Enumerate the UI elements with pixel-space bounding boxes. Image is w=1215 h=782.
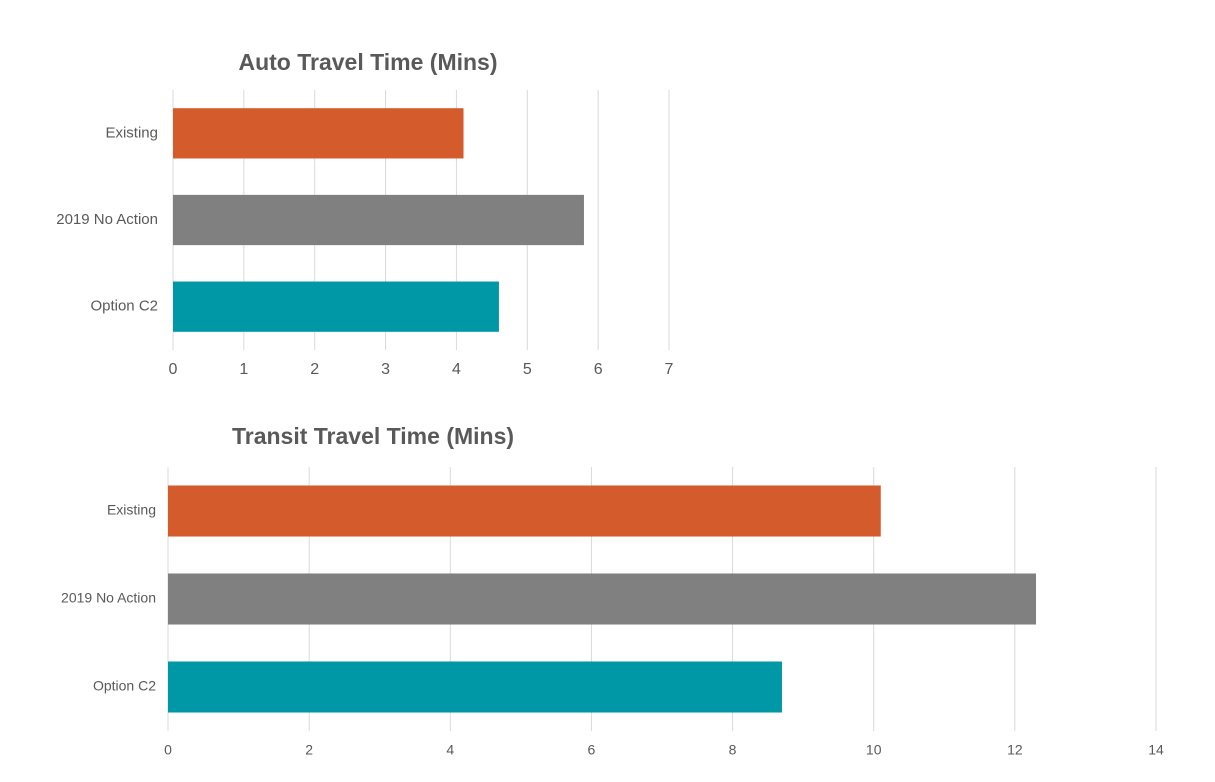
x-tick-label: 5 [523,361,532,378]
chart-title: Auto Travel Time (Mins) [238,49,497,75]
chart-title: Transit Travel Time (Mins) [232,423,514,449]
x-tick-label: 0 [169,361,178,378]
x-tick-label: 2 [310,361,319,378]
x-tick-label: 4 [452,361,461,378]
bar [168,485,881,537]
x-tick-label: 4 [446,742,454,758]
bar [168,661,782,713]
bar [168,573,1037,625]
x-tick-label: 1 [239,361,248,378]
x-tick-label: 0 [164,742,172,758]
x-tick-label: 7 [665,361,674,378]
bar [173,108,464,159]
y-tick-label: Existing [105,124,158,141]
x-tick-label: 12 [1007,742,1023,758]
x-tick-label: 2 [305,742,313,758]
y-tick-label: 2019 No Action [56,211,158,228]
bar [173,194,584,246]
x-tick-label: 8 [729,742,737,758]
x-tick-label: 3 [381,361,390,378]
x-tick-label: 14 [1148,742,1164,758]
bar [173,281,499,332]
y-tick-label: Option C2 [93,678,156,694]
y-tick-label: Option C2 [90,298,158,315]
y-tick-label: Existing [107,502,156,518]
x-tick-label: 6 [594,361,603,378]
x-tick-label: 6 [588,742,596,758]
x-tick-label: 10 [866,742,882,758]
y-tick-label: 2019 No Action [61,590,156,606]
